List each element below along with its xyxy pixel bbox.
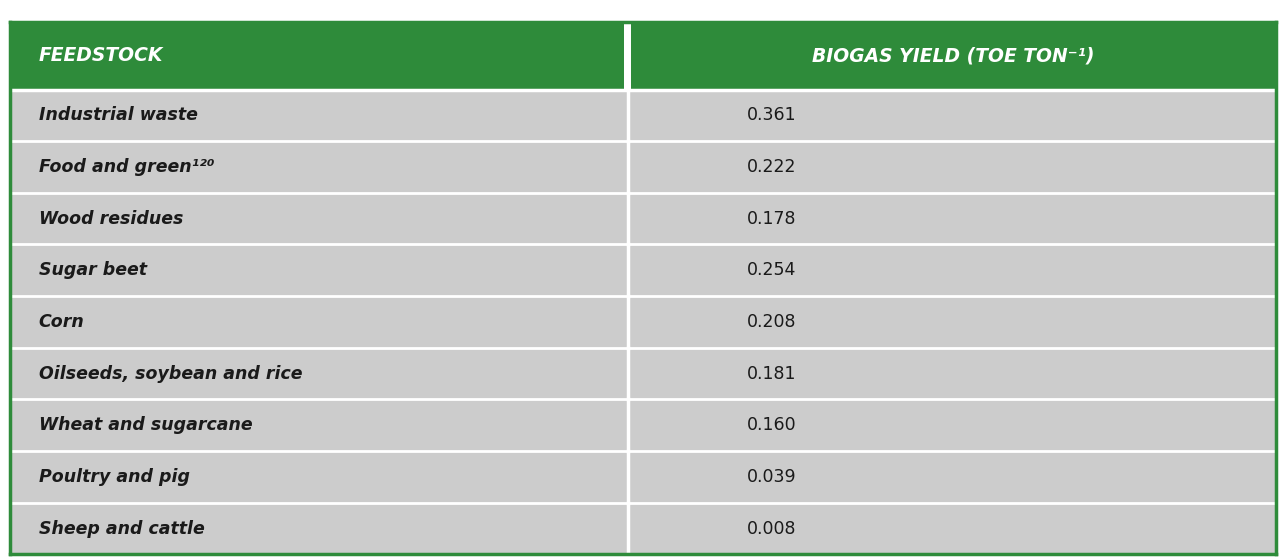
Bar: [10, 451, 1276, 503]
Text: 0.178: 0.178: [747, 209, 796, 228]
Bar: [624, 22, 631, 90]
Text: Corn: Corn: [39, 313, 85, 331]
Bar: [10, 193, 1276, 245]
Text: 0.160: 0.160: [747, 416, 797, 434]
Bar: [10, 296, 1276, 348]
Text: Sugar beet: Sugar beet: [39, 262, 147, 279]
Text: Poultry and pig: Poultry and pig: [39, 468, 189, 486]
Text: Wood residues: Wood residues: [39, 209, 183, 228]
Text: 0.361: 0.361: [747, 106, 797, 124]
Text: Industrial waste: Industrial waste: [39, 106, 198, 124]
Text: BIOGAS YIELD (TOE TON⁻¹): BIOGAS YIELD (TOE TON⁻¹): [813, 46, 1094, 66]
Text: 0.254: 0.254: [747, 262, 796, 279]
Bar: [10, 90, 1276, 141]
Bar: [10, 22, 624, 90]
Text: Oilseeds, soybean and rice: Oilseeds, soybean and rice: [39, 365, 302, 382]
Text: 0.222: 0.222: [747, 158, 796, 176]
Bar: [10, 503, 1276, 554]
Text: 0.039: 0.039: [747, 468, 797, 486]
Bar: [10, 348, 1276, 399]
Text: Wheat and sugarcane: Wheat and sugarcane: [39, 416, 252, 434]
Text: 0.008: 0.008: [747, 520, 796, 538]
Text: 0.208: 0.208: [747, 313, 796, 331]
Bar: [10, 245, 1276, 296]
Bar: [10, 399, 1276, 451]
Text: FEEDSTOCK: FEEDSTOCK: [39, 46, 163, 66]
Bar: [631, 22, 1276, 90]
Text: 0.181: 0.181: [747, 365, 796, 382]
Text: Sheep and cattle: Sheep and cattle: [39, 520, 204, 538]
Text: Food and green¹²⁰: Food and green¹²⁰: [39, 158, 213, 176]
Bar: [10, 141, 1276, 193]
